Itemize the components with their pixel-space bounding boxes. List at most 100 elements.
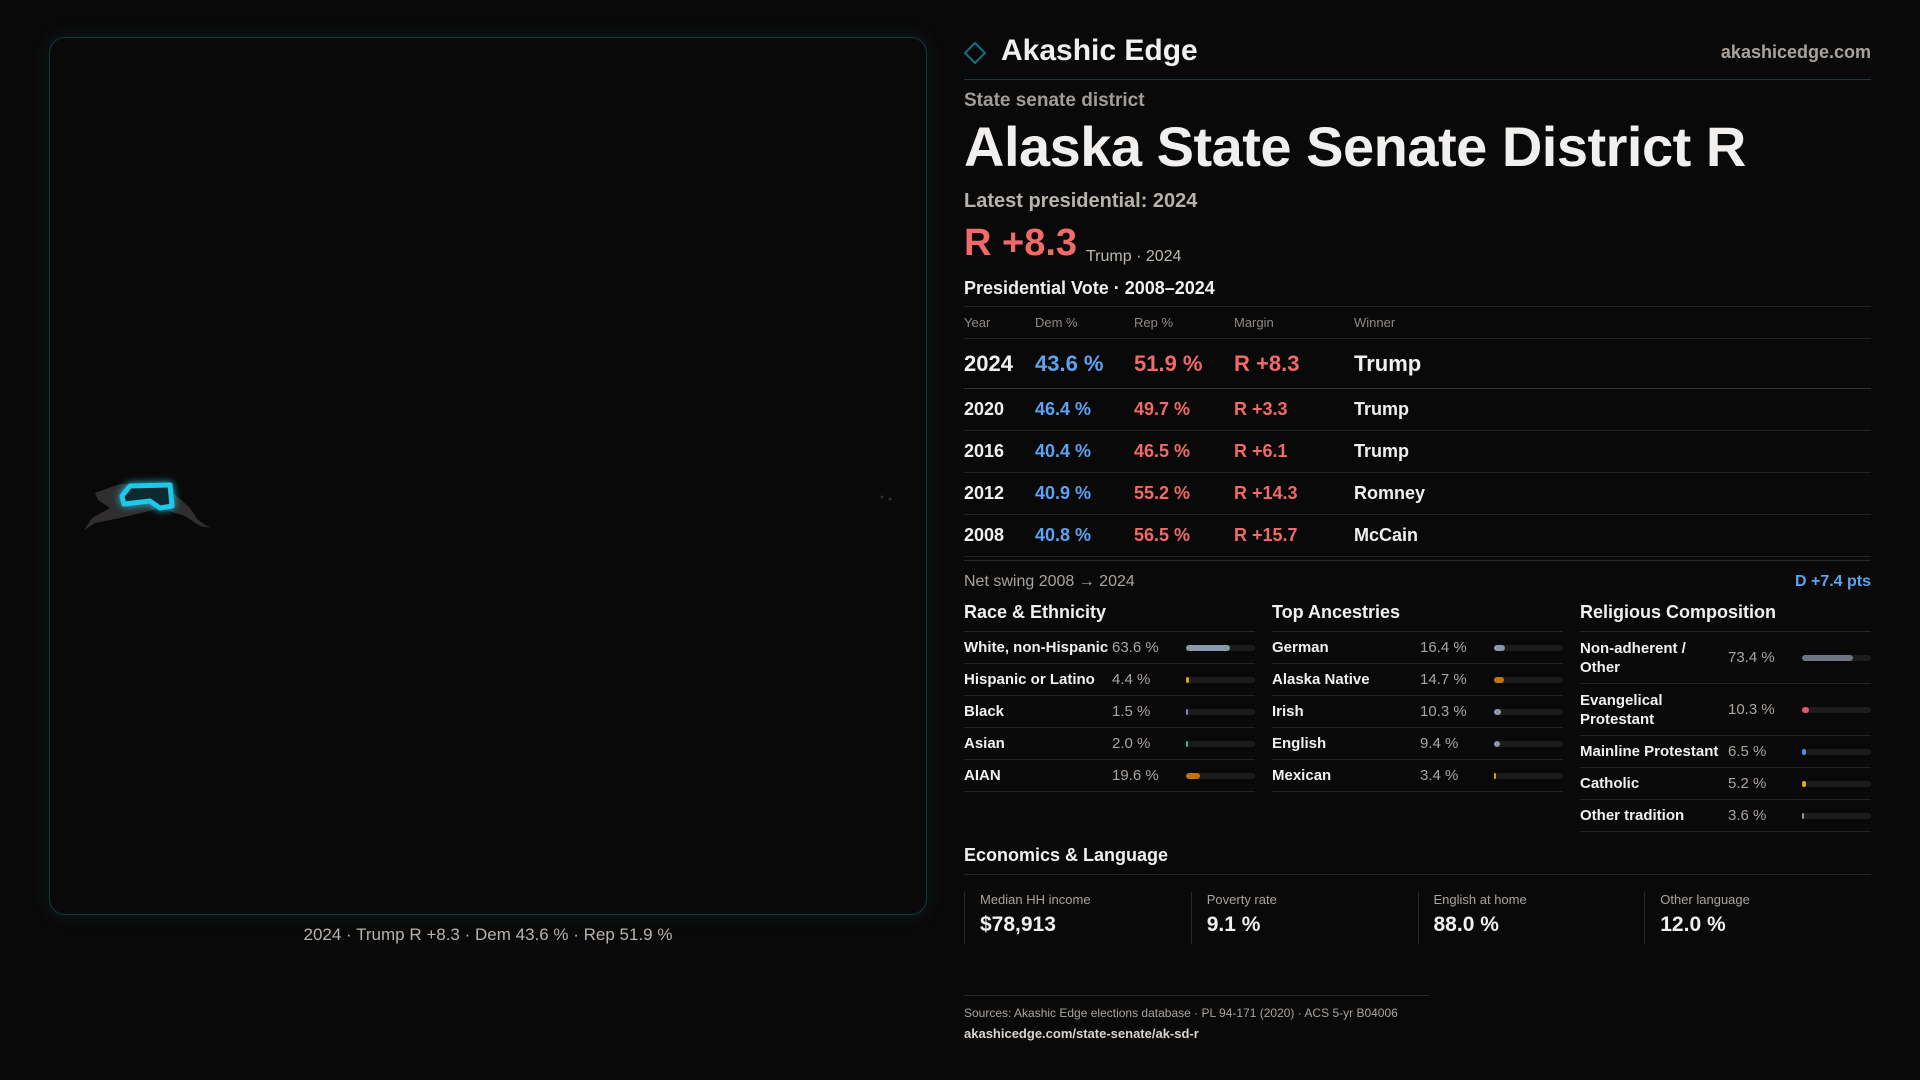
list-item: Non-adherent / Other 73.4 % [1580, 632, 1871, 684]
col-winner: Winner [1354, 315, 1396, 330]
card-label: Median HH income [980, 892, 1091, 907]
item-label: Alaska Native [1272, 671, 1370, 688]
item-bar [1186, 644, 1255, 651]
item-bar-fill [1494, 772, 1497, 779]
map-caption: 2024 · Trump R +8.3 · Dem 43.6 % · Rep 5… [303, 925, 673, 944]
item-bar [1802, 748, 1871, 755]
winner: Trump [1354, 399, 1410, 419]
card-value: 88.0 % [1433, 913, 1499, 936]
rep-pct: 46.5 % [1134, 441, 1191, 461]
item-value: 2.0 % [1112, 735, 1151, 752]
item-bar [1186, 676, 1255, 683]
item-label: Mexican [1272, 767, 1332, 784]
year: 2016 [964, 441, 1005, 461]
table-row: 2008 40.8 % 56.5 % R +15.7 McCain [964, 515, 1871, 557]
item-bar-fill [1494, 676, 1505, 683]
list-item: Irish 10.3 % [1272, 696, 1563, 728]
card-value: 9.1 % [1206, 913, 1261, 936]
latest-margin: R +8.3 [964, 222, 1078, 264]
item-bar [1494, 708, 1563, 715]
diamond-logo-icon [964, 42, 986, 64]
item-value: 10.3 % [1420, 703, 1467, 720]
item-label: Asian [964, 735, 1005, 752]
district-map[interactable] [49, 37, 927, 915]
item-label: Catholic [1580, 775, 1640, 792]
year: 2020 [964, 399, 1005, 419]
card-label: Poverty rate [1206, 892, 1277, 907]
item-label: Mainline Protestant [1580, 743, 1719, 760]
table-row: 2020 46.4 % 49.7 % R +3.3 Trump [964, 389, 1871, 431]
latest-margin-sub: Trump · 2024 [1086, 248, 1182, 265]
latest-presidential: Latest presidential: 2024 [964, 190, 1198, 212]
winner: Romney [1354, 483, 1426, 503]
brand-name: Akashic Edge [1001, 34, 1198, 67]
religion-title: Religious Composition [1580, 602, 1871, 632]
rep-pct: 55.2 % [1134, 483, 1191, 503]
rep-pct: 51.9 % [1134, 350, 1203, 376]
margin: R +15.7 [1234, 525, 1298, 545]
item-value: 73.4 % [1728, 649, 1775, 666]
site-link[interactable]: akashicedge.com [1720, 42, 1871, 62]
item-value: 16.4 % [1420, 639, 1467, 656]
presidential-table: Year Dem % Rep % Margin Winner 2024 43.6 … [964, 306, 1871, 557]
list-item: Hispanic or Latino 4.4 % [964, 664, 1255, 696]
winner: McCain [1354, 525, 1419, 545]
item-value: 19.6 % [1112, 767, 1159, 784]
list-item: Evangelical Protestant 10.3 % [1580, 684, 1871, 736]
list-item: Mexican 3.4 % [1272, 760, 1563, 792]
margin: R +14.3 [1234, 483, 1298, 503]
card-value: 12.0 % [1660, 913, 1726, 936]
item-label: Black [964, 703, 1005, 720]
item-value: 3.6 % [1728, 807, 1767, 824]
dem-pct: 46.4 % [1035, 399, 1092, 419]
list-item: Asian 2.0 % [964, 728, 1255, 760]
item-label: Other tradition [1580, 807, 1685, 824]
item-bar-fill [1186, 676, 1190, 683]
col-dem: Dem % [1035, 315, 1078, 330]
item-bar-fill [1802, 812, 1805, 819]
item-bar-fill [1802, 780, 1806, 787]
item-value: 9.4 % [1420, 735, 1459, 752]
list-item: English 9.4 % [1272, 728, 1563, 760]
item-value: 1.5 % [1112, 703, 1151, 720]
religion-section: Religious Composition Non-adherent / Othe… [1580, 602, 1871, 832]
item-label: German [1272, 639, 1329, 656]
net-swing-label: Net swing 2008 → 2024 [964, 573, 1135, 590]
item-label: Evangelical Protestant [1580, 691, 1663, 728]
margin: R +3.3 [1234, 399, 1288, 419]
ancestry-section: Top Ancestries German 16.4 % Alaska Native 1… [1272, 602, 1563, 792]
district-highlight[interactable] [119, 482, 175, 511]
item-bar-fill [1802, 748, 1807, 755]
rep-pct: 56.5 % [1134, 525, 1191, 545]
item-value: 6.5 % [1728, 743, 1767, 760]
card-label: English at home [1433, 892, 1527, 907]
item-bar [1186, 740, 1255, 747]
list-item: Alaska Native 14.7 % [1272, 664, 1563, 696]
item-bar-fill [1494, 644, 1506, 651]
item-label: White, non-Hispanic [964, 639, 1109, 656]
item-bar-fill [1802, 706, 1810, 713]
dem-pct: 40.8 % [1035, 525, 1092, 545]
list-item: AIAN 19.6 % [964, 760, 1255, 792]
item-label: Non-adherent / Other [1580, 639, 1686, 676]
item-value: 14.7 % [1420, 671, 1467, 688]
item-bar [1802, 654, 1871, 661]
net-swing-value: D +7.4 pts [1794, 573, 1871, 590]
item-value: 10.3 % [1728, 701, 1775, 718]
presidential-title: Presidential Vote · 2008–2024 [964, 278, 1215, 298]
item-bar-fill [1494, 740, 1501, 747]
list-item: German 16.4 % [1272, 632, 1563, 664]
card-value: $78,913 [980, 913, 1056, 936]
sources: Sources: Akashic Edge elections database… [964, 1006, 1398, 1020]
page-url[interactable]: akashicedge.com/state-senate/ak-sd-r [964, 1026, 1199, 1041]
dem-pct: 43.6 % [1035, 350, 1104, 376]
col-margin: Margin [1234, 315, 1274, 330]
list-item: Other tradition 3.6 % [1580, 800, 1871, 832]
ancestry-title: Top Ancestries [1272, 602, 1563, 632]
card-label: Other language [1660, 892, 1750, 907]
item-bar-fill [1186, 708, 1188, 715]
item-bar [1802, 706, 1871, 713]
col-year: Year [964, 315, 991, 330]
margin: R +6.1 [1234, 441, 1288, 461]
footer: Sources: Akashic Edge elections database… [964, 995, 1429, 1041]
